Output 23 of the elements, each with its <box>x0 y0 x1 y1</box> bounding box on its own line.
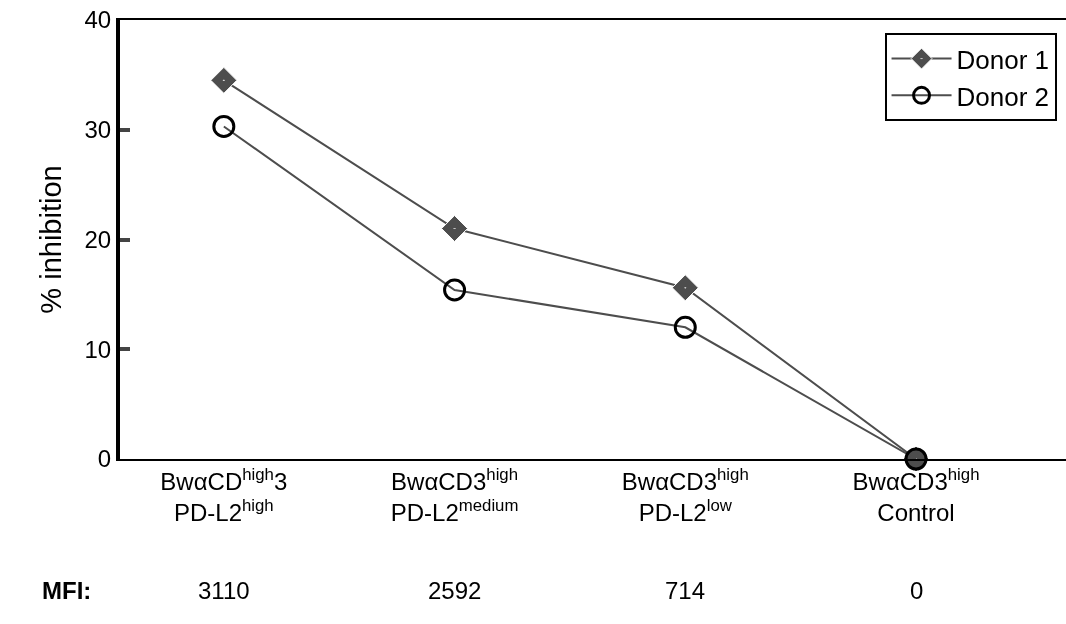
text: 0 <box>910 577 924 604</box>
point <box>210 66 238 94</box>
text: MFI: <box>42 577 92 604</box>
y-tick-label: 0 <box>97 445 112 473</box>
text: 2592 <box>428 577 482 604</box>
category-label: BwαCD$^{high}$3 PD-L2$^{high}$ <box>160 464 288 526</box>
y-tick-label: 30 <box>84 116 112 144</box>
text: 714 <box>665 577 706 604</box>
y-tick-label: 10 <box>84 335 112 363</box>
point <box>212 114 236 138</box>
x-tick-label: BwαCD3$^{high}$ PD-L2$^{low}$ <box>621 464 749 526</box>
y-axis-title: % inhibition <box>35 165 68 314</box>
point <box>441 215 469 243</box>
legend-label: Donor 2 <box>956 81 1050 112</box>
text: 3110 <box>198 577 250 604</box>
category-label: BwαCD3$^{high}$ PD-L2$^{medium}$ <box>390 464 519 526</box>
point <box>673 315 697 339</box>
y-tick-label: 40 <box>84 6 112 34</box>
legend-label: Donor 1 <box>956 44 1050 75</box>
y-tick-label: 20 <box>84 225 112 253</box>
point <box>671 274 699 302</box>
x-tick-label: BwαCD3$^{high}$ Control <box>852 464 980 526</box>
point <box>443 278 467 302</box>
